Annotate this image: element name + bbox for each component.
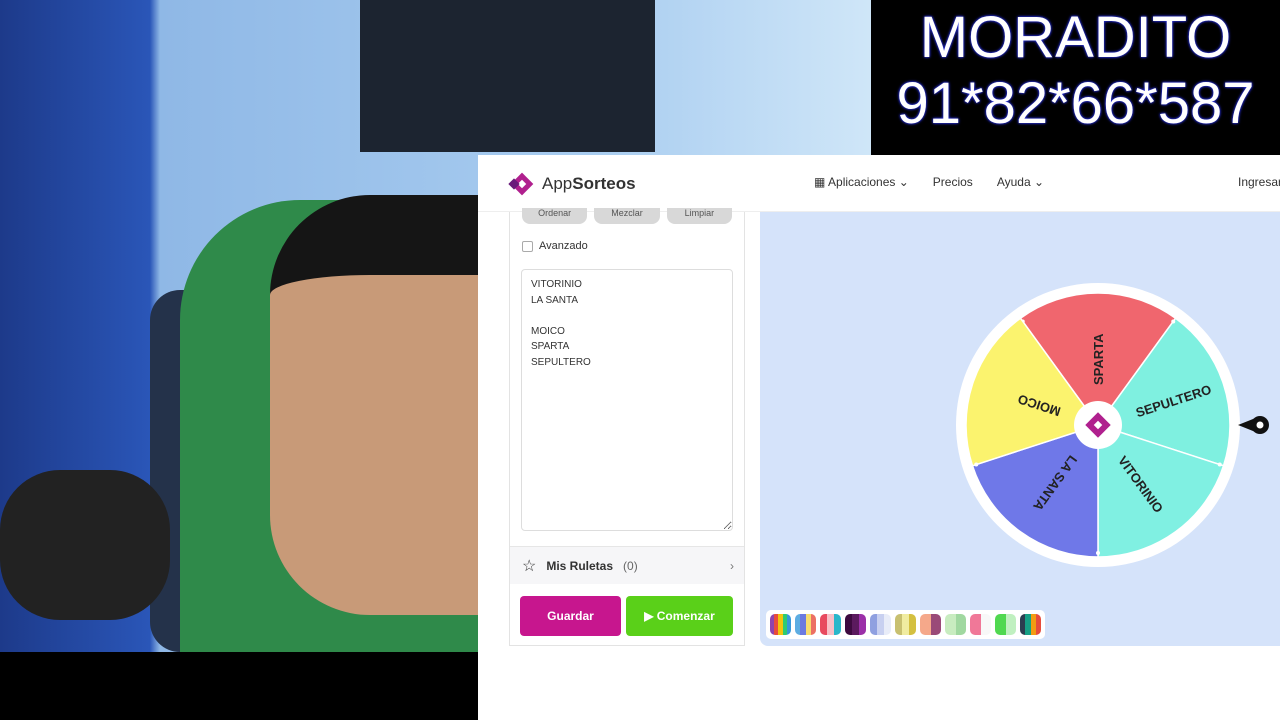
palette-swatch[interactable] xyxy=(820,614,841,635)
nav-precios[interactable]: Precios xyxy=(932,175,973,189)
clear-button[interactable]: Limpiar xyxy=(666,208,732,224)
palette-swatch[interactable] xyxy=(1020,614,1041,635)
palette-color xyxy=(902,614,909,635)
overlay-name: MORADITO xyxy=(919,5,1232,70)
navbar: AppSorteos ▦ Aplicaciones ⌄ Precios Ayud… xyxy=(478,155,1280,212)
wheel-peg xyxy=(1171,319,1176,324)
chevron-down-icon: ⌄ xyxy=(898,175,909,189)
palette-color xyxy=(800,614,806,635)
entries-textarea[interactable]: VITORINIO LA SANTA MOICO SPARTA SEPULTER… xyxy=(521,269,733,531)
logo-icon xyxy=(508,172,534,196)
login-link[interactable]: Ingresar xyxy=(1238,175,1280,189)
stream-overlay: MORADITO 91*82*66*587 xyxy=(871,0,1280,155)
grid-icon: ▦ xyxy=(814,175,829,189)
palette-color xyxy=(774,614,779,635)
palette-color xyxy=(930,614,941,635)
palette-color xyxy=(845,614,852,635)
palette-color xyxy=(778,614,783,635)
star-icon: ☆ xyxy=(522,557,537,575)
nav-ayuda-label: Ayuda xyxy=(996,175,1031,189)
palette-color xyxy=(852,614,859,635)
black-band xyxy=(0,652,478,720)
palette-picker xyxy=(766,610,1045,639)
palette-color xyxy=(1025,614,1031,635)
entries-panel: Ordenar Mezclar Limpiar Avanzado VITORIN… xyxy=(509,208,745,646)
webcam-tv xyxy=(360,0,655,152)
palette-swatch[interactable] xyxy=(995,614,1016,635)
palette-color xyxy=(786,614,791,635)
brand-logo[interactable]: AppSorteos xyxy=(508,170,636,198)
wheel-pointer-icon xyxy=(1238,416,1269,434)
wheel-slice xyxy=(1096,317,1231,467)
wheel-slice xyxy=(1019,292,1177,427)
palette-color xyxy=(834,614,841,635)
brand-bold: Sorteos xyxy=(572,174,636,193)
nav-aplicaciones[interactable]: ▦ Aplicaciones ⌄ xyxy=(814,175,909,189)
palette-color xyxy=(895,614,902,635)
mis-ruletas-count: (0) xyxy=(623,558,638,573)
wheel-slice xyxy=(971,423,1099,558)
wheel-slice-label: SPARTA xyxy=(1091,333,1106,385)
palette-color xyxy=(955,614,966,635)
webcam-microphone xyxy=(0,470,170,620)
save-button[interactable]: Guardar xyxy=(520,596,621,636)
palette-color xyxy=(782,614,787,635)
palette-color xyxy=(820,614,827,635)
palette-swatch[interactable] xyxy=(920,614,941,635)
mis-ruletas-label: Mis Ruletas xyxy=(546,558,614,573)
palette-color xyxy=(970,614,981,635)
palette-swatch[interactable] xyxy=(795,614,816,635)
appsorteos-window: AppSorteos ▦ Aplicaciones ⌄ Precios Ayud… xyxy=(478,155,1280,720)
palette-color xyxy=(810,614,816,635)
palette-color xyxy=(1005,614,1016,635)
palette-color xyxy=(795,614,801,635)
palette-color xyxy=(909,614,916,635)
nav-aplicaciones-label: Aplicaciones xyxy=(828,175,896,189)
webcam-head xyxy=(270,195,480,615)
shuffle-button[interactable]: Mezclar xyxy=(594,208,660,224)
chevron-right-icon: › xyxy=(730,558,734,573)
palette-swatch[interactable] xyxy=(770,614,791,635)
palette-color xyxy=(1035,614,1041,635)
wheel-slice xyxy=(965,317,1100,467)
overlay-number: 91*82*66*587 xyxy=(896,71,1255,136)
wheel-slice xyxy=(1097,423,1225,558)
palette-color xyxy=(884,614,891,635)
wheel-peg xyxy=(1096,551,1100,555)
brand-pre: App xyxy=(542,174,573,193)
palette-color xyxy=(1030,614,1036,635)
palette-color xyxy=(945,614,956,635)
mis-ruletas-row[interactable]: ☆ Mis Ruletas (0) › xyxy=(510,546,744,584)
sort-button[interactable]: Ordenar xyxy=(522,208,588,224)
chevron-down-icon: ⌄ xyxy=(1033,175,1045,189)
palette-swatch[interactable] xyxy=(845,614,866,635)
palette-color xyxy=(770,614,775,635)
palette-swatch[interactable] xyxy=(970,614,991,635)
palette-color xyxy=(870,614,877,635)
palette-color xyxy=(980,614,991,635)
wheel-stage: SPARTA SEPULTERO VITORINIO LA SANTA MOICO xyxy=(760,212,1280,646)
palette-color xyxy=(805,614,811,635)
palette-swatch[interactable] xyxy=(870,614,891,635)
start-button[interactable]: ▶ Comenzar xyxy=(626,596,733,636)
advanced-checkbox[interactable] xyxy=(522,240,533,252)
palette-color xyxy=(859,614,866,635)
palette-color xyxy=(920,614,931,635)
palette-swatch[interactable] xyxy=(895,614,916,635)
advanced-label: Avanzado xyxy=(539,240,588,252)
palette-color xyxy=(877,614,884,635)
palette-color xyxy=(1020,614,1026,635)
wheel-peg xyxy=(1217,462,1222,467)
palette-color xyxy=(995,614,1006,635)
palette-color xyxy=(827,614,834,635)
palette-swatch[interactable] xyxy=(945,614,966,635)
nav-ayuda[interactable]: Ayuda ⌄ xyxy=(997,175,1044,189)
wheel-peg xyxy=(974,462,979,467)
